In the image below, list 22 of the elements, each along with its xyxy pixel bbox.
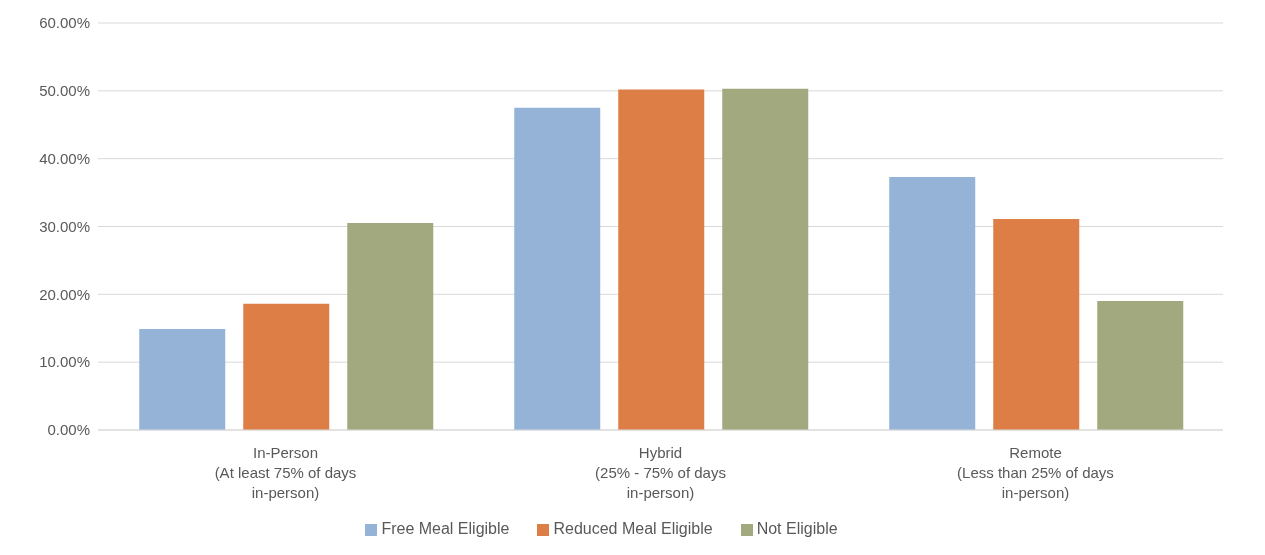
y-tick-label: 0.00% (47, 421, 90, 439)
x-tick-label: Hybrid (25% - 75% of days in-person) (595, 444, 726, 501)
bar (1097, 301, 1184, 430)
y-tick-label: 60.00% (39, 14, 90, 32)
bar (618, 89, 705, 430)
bar (514, 107, 601, 430)
bar (243, 303, 330, 430)
bar (889, 176, 976, 430)
y-tick-label: 30.00% (39, 217, 90, 235)
y-tick-label: 20.00% (39, 285, 90, 303)
bar (347, 223, 434, 430)
bar (139, 328, 226, 430)
x-tick-label: Remote (Less than 25% of days in-person) (957, 444, 1114, 501)
y-tick-label: 50.00% (39, 82, 90, 100)
legend-label: Reduced Meal Eligible (553, 520, 713, 537)
bar (993, 219, 1080, 430)
bar (722, 88, 809, 430)
y-tick-label: 10.00% (39, 353, 90, 371)
legend-label: Not Eligible (756, 520, 838, 537)
legend-label: Free Meal Eligible (381, 520, 510, 537)
x-tick-label: In-Person (At least 75% of days in-person) (214, 444, 357, 501)
y-tick-label: 40.00% (39, 149, 90, 167)
